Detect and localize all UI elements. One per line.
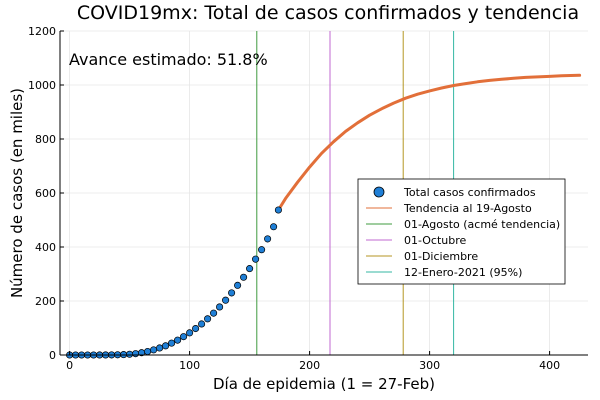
data-point — [270, 223, 278, 231]
data-point — [246, 265, 254, 273]
legend-box — [357, 178, 566, 285]
x-tick-label: 200 — [299, 359, 320, 372]
data-point — [252, 255, 260, 263]
annotation-text: Avance estimado: 51.8% — [69, 50, 268, 69]
ticks: 0 200 400 600 800 1000 1200 0 100 200 300 400 — [28, 25, 560, 372]
y-axis-title: Número de casos (en miles) — [8, 88, 26, 298]
data-point — [234, 281, 242, 289]
data-point — [126, 350, 134, 358]
x-tick-label: 400 — [539, 359, 560, 372]
x-tick-label: 100 — [179, 359, 200, 372]
trend-line — [276, 73, 582, 212]
data-point — [156, 344, 164, 352]
x-tick-label: 300 — [419, 359, 440, 372]
data-point — [192, 324, 200, 333]
legend-label: 01-Octubre — [404, 234, 467, 247]
y-tick-label: 200 — [35, 295, 56, 308]
data-point — [162, 342, 170, 350]
legend-label: Total casos confirmados — [403, 186, 536, 199]
data-point — [132, 350, 140, 358]
data-point — [258, 246, 266, 254]
y-tick-label: 800 — [35, 133, 56, 146]
y-tick-label: 1200 — [28, 25, 56, 38]
data-point — [222, 296, 230, 304]
data-point — [240, 273, 248, 281]
data-point — [264, 235, 272, 243]
y-tick-label: 600 — [35, 187, 56, 200]
data-point — [180, 333, 188, 341]
data-point — [144, 347, 152, 356]
x-tick-label: 0 — [66, 359, 73, 372]
y-tick-label: 1000 — [28, 79, 56, 92]
data-point — [168, 339, 176, 347]
data-point — [174, 336, 182, 344]
legend-label: 01-Agosto (acmé tendencia) — [404, 218, 560, 231]
y-tick-label: 400 — [35, 241, 56, 254]
legend: Total casos confirmados Tendencia al 19-A… — [357, 178, 566, 285]
legend-label: 01-Diciembre — [404, 250, 478, 263]
data-point — [186, 329, 194, 337]
data-point — [274, 206, 282, 214]
data-point — [150, 346, 158, 354]
chart-title: COVID19mx: Total de casos confirmados y … — [77, 2, 579, 24]
data-point — [198, 320, 206, 328]
data-point — [216, 303, 224, 311]
legend-label: Tendencia al 19-Agosto — [403, 202, 532, 215]
data-point — [204, 315, 212, 323]
legend-marker — [373, 186, 385, 198]
legend-label: 12-Enero-2021 (95%) — [404, 266, 522, 279]
y-tick-label: 0 — [49, 349, 56, 362]
data-point — [228, 289, 236, 297]
data-point — [210, 309, 218, 317]
x-axis-title: Día de epidemia (1 = 27-Feb) — [213, 375, 435, 393]
series — [66, 73, 582, 359]
